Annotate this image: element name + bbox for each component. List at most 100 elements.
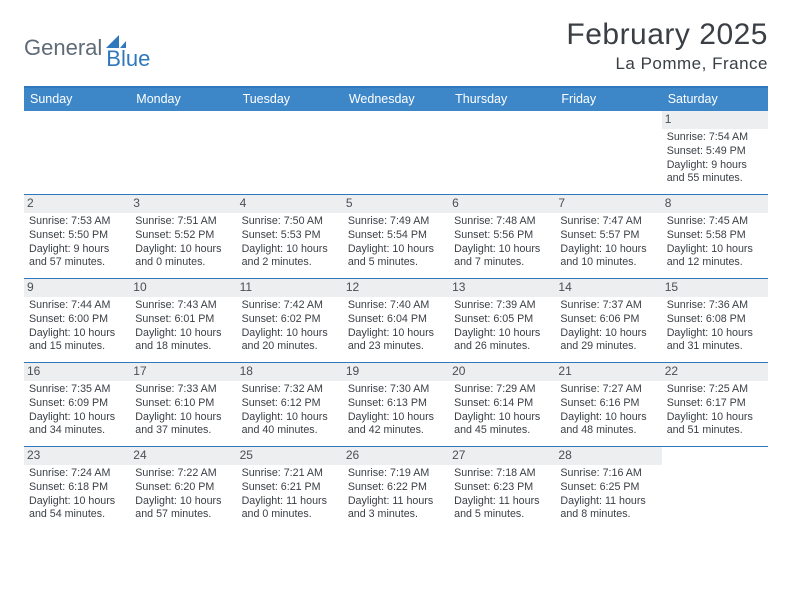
sunset-text: Sunset: 6:10 PM bbox=[135, 397, 231, 411]
sunrise-text: Sunrise: 7:54 AM bbox=[667, 131, 763, 145]
day-cell: 6Sunrise: 7:48 AMSunset: 5:56 PMDaylight… bbox=[449, 195, 555, 278]
sunset-text: Sunset: 5:53 PM bbox=[242, 229, 338, 243]
sunset-text: Sunset: 6:02 PM bbox=[242, 313, 338, 327]
week-row: 2Sunrise: 7:53 AMSunset: 5:50 PMDaylight… bbox=[24, 195, 768, 279]
day-cell: 2Sunrise: 7:53 AMSunset: 5:50 PMDaylight… bbox=[24, 195, 130, 278]
sunrise-text: Sunrise: 7:29 AM bbox=[454, 383, 550, 397]
day-cell bbox=[343, 111, 449, 194]
sunset-text: Sunset: 5:52 PM bbox=[135, 229, 231, 243]
day-number: 27 bbox=[449, 447, 555, 465]
sunset-text: Sunset: 6:00 PM bbox=[29, 313, 125, 327]
sunset-text: Sunset: 6:14 PM bbox=[454, 397, 550, 411]
daylight-text: Daylight: 10 hours and 48 minutes. bbox=[560, 411, 656, 438]
sunrise-text: Sunrise: 7:45 AM bbox=[667, 215, 763, 229]
day-cell: 20Sunrise: 7:29 AMSunset: 6:14 PMDayligh… bbox=[449, 363, 555, 446]
sunset-text: Sunset: 5:56 PM bbox=[454, 229, 550, 243]
location-subtitle: La Pomme, France bbox=[566, 54, 768, 74]
sunset-text: Sunset: 5:54 PM bbox=[348, 229, 444, 243]
sunset-text: Sunset: 5:49 PM bbox=[667, 145, 763, 159]
day-number: 24 bbox=[130, 447, 236, 465]
day-cell: 10 Sunrise: 7:43 AMSunset: 6:01 PMDayligh… bbox=[130, 279, 236, 362]
daylight-text: Daylight: 10 hours and 42 minutes. bbox=[348, 411, 444, 438]
day-cell: 19Sunrise: 7:30 AMSunset: 6:13 PMDayligh… bbox=[343, 363, 449, 446]
daylight-text: Daylight: 10 hours and 37 minutes. bbox=[135, 411, 231, 438]
sunrise-text: Sunrise: 7:40 AM bbox=[348, 299, 444, 313]
daylight-text: Daylight: 9 hours and 57 minutes. bbox=[29, 243, 125, 270]
day-cell: 5Sunrise: 7:49 AMSunset: 5:54 PMDaylight… bbox=[343, 195, 449, 278]
day-cell bbox=[130, 111, 236, 194]
sunset-text: Sunset: 6:01 PM bbox=[135, 313, 231, 327]
daylight-text: Daylight: 10 hours and 57 minutes. bbox=[135, 495, 231, 522]
day-cell: 9Sunrise: 7:44 AMSunset: 6:00 PMDaylight… bbox=[24, 279, 130, 362]
day-number: 1 bbox=[662, 111, 768, 129]
daylight-text: Daylight: 11 hours and 0 minutes. bbox=[242, 495, 338, 522]
daylight-text: Daylight: 10 hours and 15 minutes. bbox=[29, 327, 125, 354]
sunrise-text: Sunrise: 7:27 AM bbox=[560, 383, 656, 397]
sunrise-text: Sunrise: 7:36 AM bbox=[667, 299, 763, 313]
daylight-text: Daylight: 10 hours and 5 minutes. bbox=[348, 243, 444, 270]
sunrise-text: Sunrise: 7:43 AM bbox=[135, 299, 231, 313]
sunrise-text: Sunrise: 7:50 AM bbox=[242, 215, 338, 229]
daylight-text: Daylight: 10 hours and 29 minutes. bbox=[560, 327, 656, 354]
sunrise-text: Sunrise: 7:24 AM bbox=[29, 467, 125, 481]
sunrise-text: Sunrise: 7:30 AM bbox=[348, 383, 444, 397]
day-number: 3 bbox=[130, 195, 236, 213]
day-cell: 7Sunrise: 7:47 AMSunset: 5:57 PMDaylight… bbox=[555, 195, 661, 278]
weekday-header: Thursday bbox=[449, 88, 555, 111]
day-number: 10 bbox=[130, 279, 236, 297]
day-number: 14 bbox=[555, 279, 661, 297]
sunrise-text: Sunrise: 7:32 AM bbox=[242, 383, 338, 397]
sunrise-text: Sunrise: 7:18 AM bbox=[454, 467, 550, 481]
daylight-text: Daylight: 10 hours and 18 minutes. bbox=[135, 327, 231, 354]
day-cell: 14Sunrise: 7:37 AMSunset: 6:06 PMDayligh… bbox=[555, 279, 661, 362]
sunrise-text: Sunrise: 7:44 AM bbox=[29, 299, 125, 313]
daylight-text: Daylight: 10 hours and 45 minutes. bbox=[454, 411, 550, 438]
sunset-text: Sunset: 6:12 PM bbox=[242, 397, 338, 411]
day-number: 18 bbox=[237, 363, 343, 381]
daylight-text: Daylight: 10 hours and 26 minutes. bbox=[454, 327, 550, 354]
day-number: 13 bbox=[449, 279, 555, 297]
month-title: February 2025 bbox=[566, 18, 768, 52]
daylight-text: Daylight: 10 hours and 34 minutes. bbox=[29, 411, 125, 438]
day-cell: 27Sunrise: 7:18 AMSunset: 6:23 PMDayligh… bbox=[449, 447, 555, 530]
daylight-text: Daylight: 10 hours and 2 minutes. bbox=[242, 243, 338, 270]
week-row: 9Sunrise: 7:44 AMSunset: 6:00 PMDaylight… bbox=[24, 279, 768, 363]
day-number: 25 bbox=[237, 447, 343, 465]
sunset-text: Sunset: 6:25 PM bbox=[560, 481, 656, 495]
day-cell: 16Sunrise: 7:35 AMSunset: 6:09 PMDayligh… bbox=[24, 363, 130, 446]
sunset-text: Sunset: 5:50 PM bbox=[29, 229, 125, 243]
day-cell bbox=[237, 111, 343, 194]
sunrise-text: Sunrise: 7:19 AM bbox=[348, 467, 444, 481]
day-number: 4 bbox=[237, 195, 343, 213]
day-cell: 25Sunrise: 7:21 AMSunset: 6:21 PMDayligh… bbox=[237, 447, 343, 530]
sunrise-text: Sunrise: 7:35 AM bbox=[29, 383, 125, 397]
day-number: 23 bbox=[24, 447, 130, 465]
day-cell: 3Sunrise: 7:51 AMSunset: 5:52 PMDaylight… bbox=[130, 195, 236, 278]
sunset-text: Sunset: 6:05 PM bbox=[454, 313, 550, 327]
day-cell: 1Sunrise: 7:54 AMSunset: 5:49 PMDaylight… bbox=[662, 111, 768, 194]
sunset-text: Sunset: 6:09 PM bbox=[29, 397, 125, 411]
daylight-text: Daylight: 11 hours and 8 minutes. bbox=[560, 495, 656, 522]
weekday-header: Friday bbox=[555, 88, 661, 111]
sunrise-text: Sunrise: 7:25 AM bbox=[667, 383, 763, 397]
day-number: 21 bbox=[555, 363, 661, 381]
daylight-text: Daylight: 10 hours and 20 minutes. bbox=[242, 327, 338, 354]
day-cell: 4 Sunrise: 7:50 AMSunset: 5:53 PMDaylight… bbox=[237, 195, 343, 278]
calendar: SundayMondayTuesdayWednesdayThursdayFrid… bbox=[24, 86, 768, 530]
day-number: 11 bbox=[237, 279, 343, 297]
sunset-text: Sunset: 6:16 PM bbox=[560, 397, 656, 411]
day-cell: 8Sunrise: 7:45 AMSunset: 5:58 PMDaylight… bbox=[662, 195, 768, 278]
day-number: 17 bbox=[130, 363, 236, 381]
day-cell bbox=[555, 111, 661, 194]
sunset-text: Sunset: 5:58 PM bbox=[667, 229, 763, 243]
header: General Blue February 2025 La Pomme, Fra… bbox=[24, 18, 768, 74]
sunset-text: Sunset: 6:23 PM bbox=[454, 481, 550, 495]
daylight-text: Daylight: 10 hours and 23 minutes. bbox=[348, 327, 444, 354]
day-cell: 21 Sunrise: 7:27 AMSunset: 6:16 PMDayligh… bbox=[555, 363, 661, 446]
weekday-header: Wednesday bbox=[343, 88, 449, 111]
day-number: 22 bbox=[662, 363, 768, 381]
sunset-text: Sunset: 5:57 PM bbox=[560, 229, 656, 243]
sunset-text: Sunset: 6:18 PM bbox=[29, 481, 125, 495]
sunrise-text: Sunrise: 7:42 AM bbox=[242, 299, 338, 313]
sunrise-text: Sunrise: 7:53 AM bbox=[29, 215, 125, 229]
